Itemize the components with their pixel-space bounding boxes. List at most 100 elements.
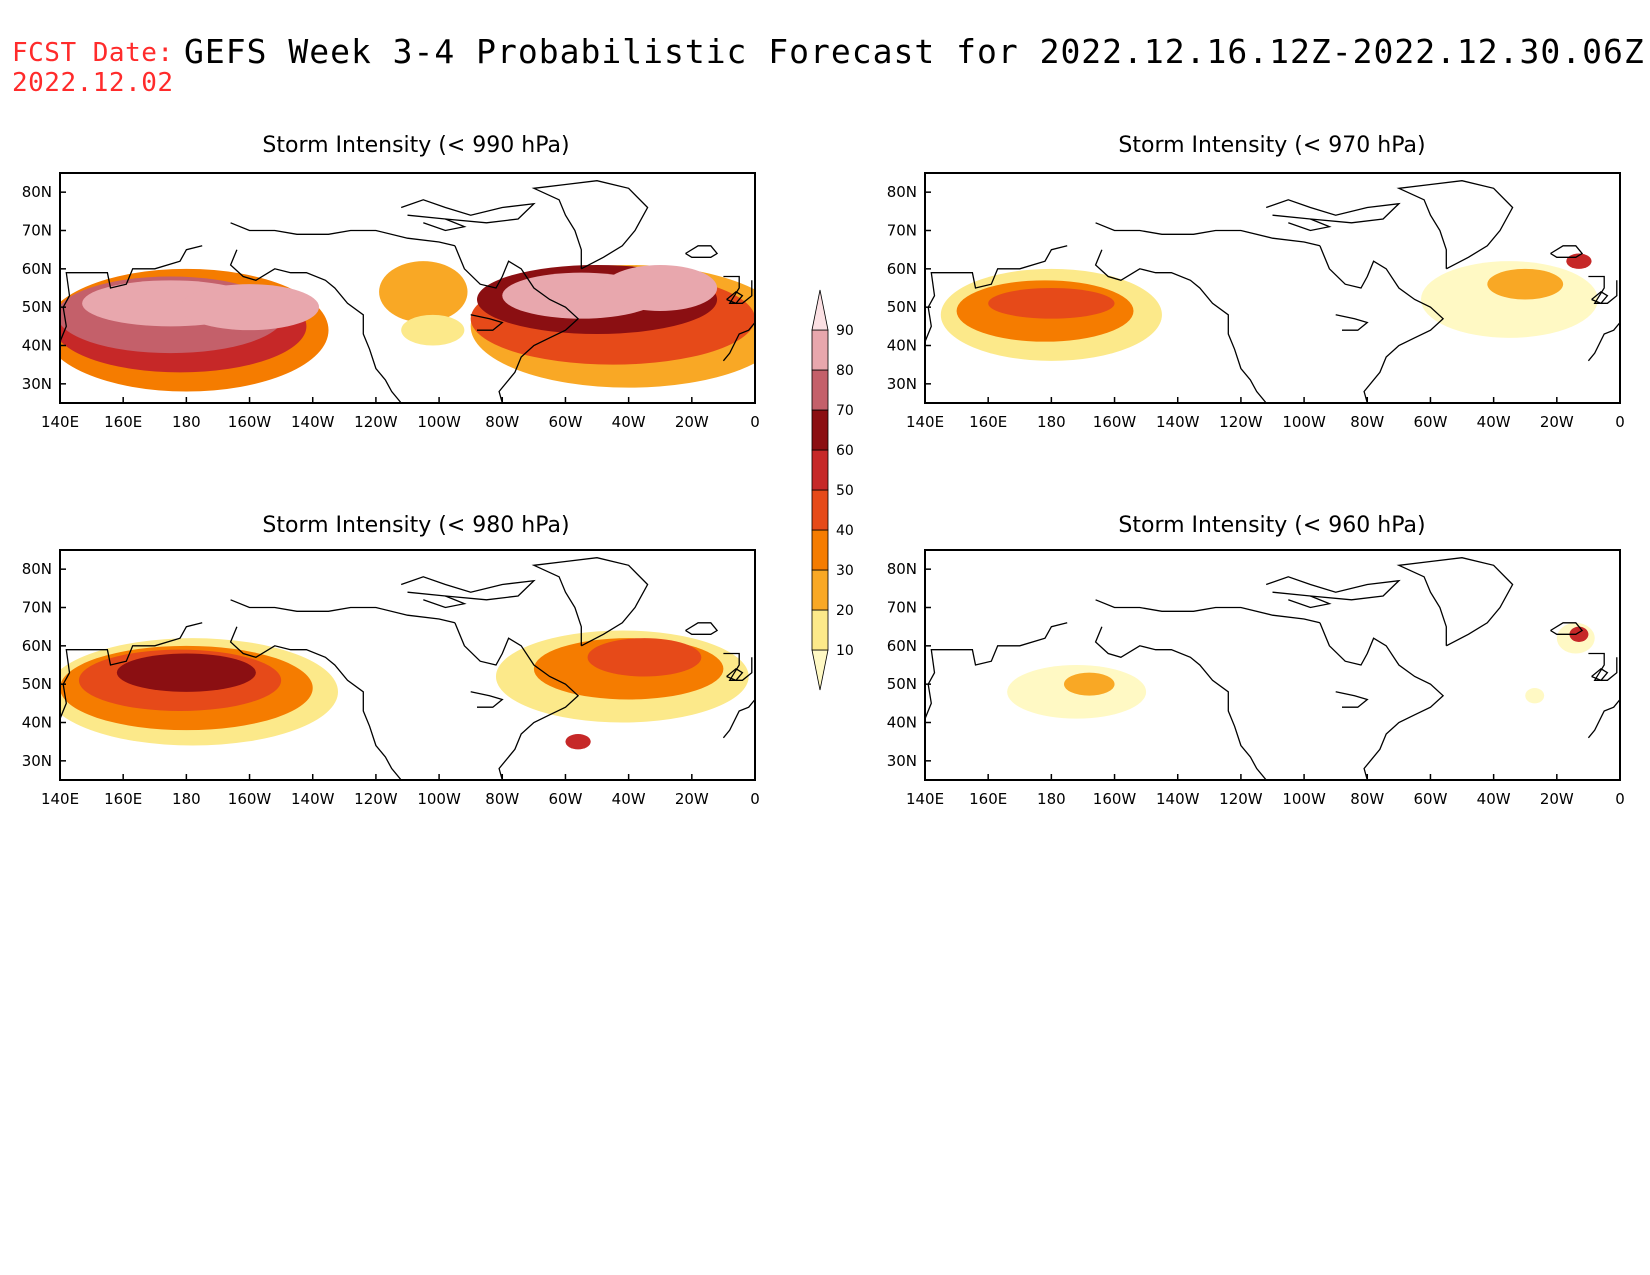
- lon-tick-label: 100W: [417, 413, 461, 431]
- probability-field: [940, 253, 1598, 361]
- lon-tick-label: 0: [750, 790, 760, 808]
- colorbar-label: 60: [836, 443, 854, 459]
- lat-tick-label: 30N: [887, 752, 917, 770]
- coastlines: [60, 557, 755, 780]
- map-panel-2: Storm Intensity (< 970 hPa) 140E 160E 180 16…: [887, 133, 1625, 431]
- colorbar-segment: [811, 489, 829, 531]
- lon-tick-label: 180: [1037, 790, 1066, 808]
- lon-tick-label: 20W: [1540, 790, 1574, 808]
- colorbar-segment: [811, 369, 829, 411]
- probability-area: [116, 653, 256, 692]
- lat-tick-label: 40N: [887, 337, 917, 355]
- probability-area: [603, 265, 718, 311]
- panel-title: Storm Intensity (< 960 hPa): [1118, 513, 1425, 538]
- lon-tick-label: 140E: [906, 790, 944, 808]
- lon-tick-label: 140E: [41, 413, 79, 431]
- coastlines: [925, 180, 1620, 403]
- lon-tick-label: 140W: [291, 790, 335, 808]
- colorbar-label: 10: [836, 643, 854, 659]
- lon-tick-label: 0: [1615, 413, 1625, 431]
- map-panel-1: Storm Intensity (< 990 hPa) 140E 160E 180 16…: [22, 133, 760, 431]
- lat-tick-label: 50N: [887, 675, 917, 693]
- colorbar-label: 80: [836, 363, 854, 379]
- lon-tick-label: 20W: [675, 790, 709, 808]
- colorbar: 10 20 30 40 50 60 70 80 90: [811, 289, 854, 691]
- lon-tick-label: 140W: [1156, 790, 1200, 808]
- lon-tick-label: 160E: [969, 413, 1007, 431]
- lon-tick-label: 60W: [1413, 790, 1447, 808]
- colorbar-segment: [811, 649, 829, 691]
- colorbar-segment: [811, 329, 829, 371]
- lat-tick-label: 60N: [887, 260, 917, 278]
- probability-area: [401, 314, 465, 346]
- colorbar-segment: [811, 609, 829, 651]
- lon-tick-label: 140E: [41, 790, 79, 808]
- lat-tick-label: 80N: [22, 560, 52, 578]
- lon-tick-label: 80W: [485, 790, 519, 808]
- map-frame: [59, 549, 756, 781]
- probability-area: [1525, 688, 1545, 704]
- colorbar-segment: [811, 409, 829, 451]
- lon-tick-label: 40W: [612, 790, 646, 808]
- probability-field: [1007, 622, 1595, 719]
- lon-tick-label: 160E: [104, 413, 142, 431]
- colorbar-label: 40: [836, 523, 854, 539]
- lon-tick-label: 60W: [1413, 413, 1447, 431]
- lat-tick-label: 50N: [887, 298, 917, 316]
- lon-tick-label: 160W: [228, 413, 272, 431]
- lat-tick-label: 70N: [887, 599, 917, 617]
- probability-area: [1487, 268, 1564, 300]
- panel-title: Storm Intensity (< 990 hPa): [262, 133, 569, 158]
- lat-tick-label: 80N: [22, 183, 52, 201]
- lon-tick-label: 0: [1615, 790, 1625, 808]
- lon-tick-label: 0: [750, 413, 760, 431]
- lon-tick-label: 180: [172, 413, 201, 431]
- coastlines: [925, 557, 1620, 780]
- lon-tick-label: 160W: [1093, 413, 1137, 431]
- lat-tick-label: 80N: [887, 183, 917, 201]
- lon-tick-label: 160W: [1093, 790, 1137, 808]
- lat-tick-label: 40N: [22, 337, 52, 355]
- lat-tick-label: 60N: [22, 637, 52, 655]
- probability-area: [988, 288, 1115, 319]
- map-panel-4: Storm Intensity (< 960 hPa) 140E 160E 180 16…: [887, 513, 1625, 808]
- main-title: GEFS Week 3-4 Probabilistic Forecast for…: [184, 32, 1645, 71]
- colorbar-label: 90: [836, 323, 854, 339]
- probability-field: [60, 261, 755, 392]
- lon-tick-label: 40W: [1477, 790, 1511, 808]
- lat-tick-label: 30N: [887, 375, 917, 393]
- map-panel-3: Storm Intensity (< 980 hPa) 140E 160E 180 16…: [22, 513, 760, 808]
- map-frame: [924, 172, 1621, 404]
- probability-area: [587, 638, 702, 677]
- probability-area: [180, 284, 320, 331]
- coastlines: [60, 180, 755, 403]
- colorbar-segment: [811, 289, 829, 331]
- panel-title: Storm Intensity (< 980 hPa): [262, 513, 569, 538]
- lon-tick-label: 180: [1037, 413, 1066, 431]
- lon-tick-label: 80W: [1350, 413, 1384, 431]
- lat-tick-label: 70N: [22, 599, 52, 617]
- lat-tick-label: 70N: [22, 222, 52, 240]
- probability-area: [565, 734, 591, 750]
- colorbar-label: 50: [836, 483, 854, 499]
- colorbar-label: 70: [836, 403, 854, 419]
- lon-tick-label: 120W: [354, 413, 398, 431]
- probability-field: [60, 630, 749, 750]
- map-frame: [924, 549, 1621, 781]
- colorbar-label: 20: [836, 603, 854, 619]
- probability-area: [1064, 672, 1115, 696]
- lon-tick-label: 40W: [1477, 413, 1511, 431]
- lon-tick-label: 20W: [675, 413, 709, 431]
- lat-tick-label: 80N: [887, 560, 917, 578]
- lon-tick-label: 100W: [1282, 790, 1326, 808]
- lon-tick-label: 140E: [906, 413, 944, 431]
- lat-tick-label: 50N: [22, 298, 52, 316]
- lat-tick-label: 30N: [22, 752, 52, 770]
- fcst-date-value: 2022.12.02: [12, 68, 174, 98]
- lon-tick-label: 60W: [548, 790, 582, 808]
- colorbar-label: 30: [836, 563, 854, 579]
- probability-area: [1569, 626, 1589, 642]
- lat-tick-label: 70N: [887, 222, 917, 240]
- panel-title: Storm Intensity (< 970 hPa): [1118, 133, 1425, 158]
